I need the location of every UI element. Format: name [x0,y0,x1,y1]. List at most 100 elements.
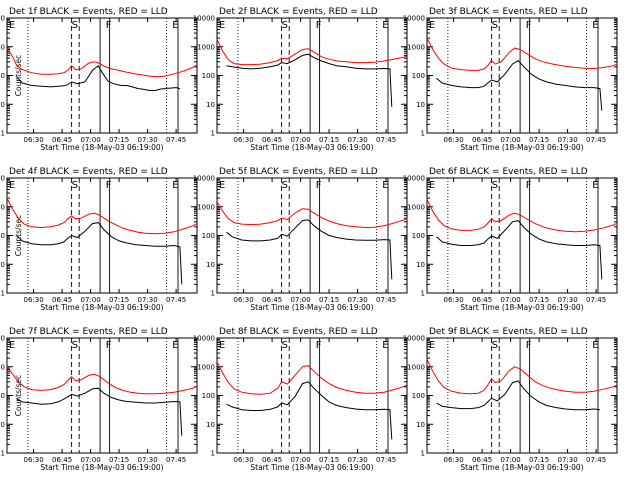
panel-title: Det 4f BLACK = Events, RED = LLD [9,167,168,177]
panel-det-6: Det 6f BLACK = Events, RED = LLD 1 10 100 10… [403,167,618,312]
y-tick-label: 10 [416,101,425,109]
x-tick-label: 07:15 [529,296,549,304]
y-tick-label: 1 [421,290,425,298]
panel-title: Det 7f BLACK = Events, RED = LLD [9,327,168,337]
x-tick-label: 07:45 [376,456,396,464]
x-tick-label: 07:30 [558,136,578,144]
y-tick-label: 100 [202,232,215,240]
x-tick-label: 07:45 [166,296,186,304]
x-tick-label: 06:30 [24,136,44,144]
x-tick-label: 07:00 [501,296,521,304]
x-tick-label: 07:45 [166,456,186,464]
y-tick-label: 10 [206,421,215,429]
y-tick-label: 10 [0,101,5,109]
event-marker-label: S [282,180,288,191]
y-tick-label: 100 [202,72,215,80]
y-tick-label: 1000 [197,203,215,211]
y-tick-label: 10000 [193,335,215,343]
event-marker-label: E [219,180,225,191]
x-tick-label: 07:00 [501,136,521,144]
series-lld-line [6,366,198,395]
x-tick-label: 07:00 [501,456,521,464]
y-tick-label: 1 [211,290,215,298]
event-marker-label: S [282,20,288,31]
x-tick-label: 06:30 [24,296,44,304]
event-marker-label: F [526,20,532,31]
panel-title: Det 3f BLACK = Events, RED = LLD [429,7,588,17]
series-lld-line [6,47,198,78]
panel-det-9: Det 9f BLACK = Events, RED = LLD 1 10 100 10… [403,327,618,472]
x-tick-label: 06:30 [444,136,464,144]
event-marker-label: E [382,20,388,31]
y-tick-label: 10000 [0,15,5,23]
x-tick-label: 07:00 [291,136,311,144]
y-tick-label: 10000 [403,335,425,343]
x-tick-label: 06:30 [234,296,254,304]
series-events-line [436,380,600,411]
event-marker-label: E [592,340,598,351]
panel-det-4: Det 4f BLACK = Events, RED = LLD 1 10 100 10… [0,167,198,312]
panel-title: Det 2f BLACK = Events, RED = LLD [219,7,378,17]
y-tick-label: 1 [1,450,5,458]
x-axis-label: Start Time (18-May-03 06:19:00) [460,303,583,312]
series-lld-line [426,199,618,233]
event-marker-label: S [72,180,78,191]
y-tick-label: 1000 [0,43,5,51]
y-tick-label: 1 [421,130,425,138]
event-marker-label: E [429,340,435,351]
x-tick-label: 07:45 [376,296,396,304]
y-tick-label: 10 [0,261,5,269]
y-tick-label: 10 [206,101,215,109]
plot-frame [216,337,408,454]
x-tick-label: 07:45 [586,456,606,464]
x-tick-label: 07:45 [586,136,606,144]
y-tick-label: 10000 [0,175,5,183]
x-tick-label: 06:45 [472,136,492,144]
event-marker-label: E [9,180,15,191]
y-tick-label: 1000 [0,363,5,371]
x-tick-label: 07:00 [81,456,101,464]
y-tick-label: 100 [412,392,425,400]
x-tick-label: 07:30 [348,136,368,144]
event-marker-label: S [72,20,78,31]
x-tick-label: 07:30 [348,296,368,304]
y-tick-label: 1000 [407,43,425,51]
event-marker-label: S [492,180,498,191]
event-marker-label: F [526,180,532,191]
x-tick-label: 07:45 [166,136,186,144]
event-marker-label: E [219,340,225,351]
x-axis-label: Start Time (18-May-03 06:19:00) [250,463,373,472]
event-marker-label: E [592,180,598,191]
x-tick-label: 07:30 [138,136,158,144]
plot-frame [6,177,198,294]
series-lld-line [216,39,408,66]
x-tick-label: 06:45 [52,136,72,144]
series-lld-line [426,37,618,71]
event-marker-label: S [72,340,78,351]
x-tick-label: 06:30 [234,136,254,144]
x-tick-label: 07:15 [109,296,129,304]
plot-frame [6,337,198,454]
event-marker-label: E [172,180,178,191]
x-tick-label: 07:15 [529,136,549,144]
series-events-line [16,387,183,436]
event-marker-label: S [492,20,498,31]
event-marker-label: S [282,340,288,351]
y-tick-label: 1000 [0,203,5,211]
series-events-line [436,59,603,111]
series-lld-line [216,361,408,395]
panel-det-1: Det 1f BLACK = Events, RED = LLD 1 10 100 10… [0,7,198,152]
plot-frame [426,17,618,134]
event-marker-label: F [106,340,112,351]
panel-title: Det 9f BLACK = Events, RED = LLD [429,327,588,337]
plot-frame [426,177,618,294]
x-tick-label: 06:45 [262,456,282,464]
event-marker-label: S [492,340,498,351]
x-tick-label: 06:30 [234,456,254,464]
x-axis-label: Start Time (18-May-03 06:19:00) [460,463,583,472]
series-events-line [436,220,603,280]
y-tick-label: 10 [206,261,215,269]
x-tick-label: 06:30 [444,456,464,464]
x-tick-label: 07:30 [558,296,578,304]
